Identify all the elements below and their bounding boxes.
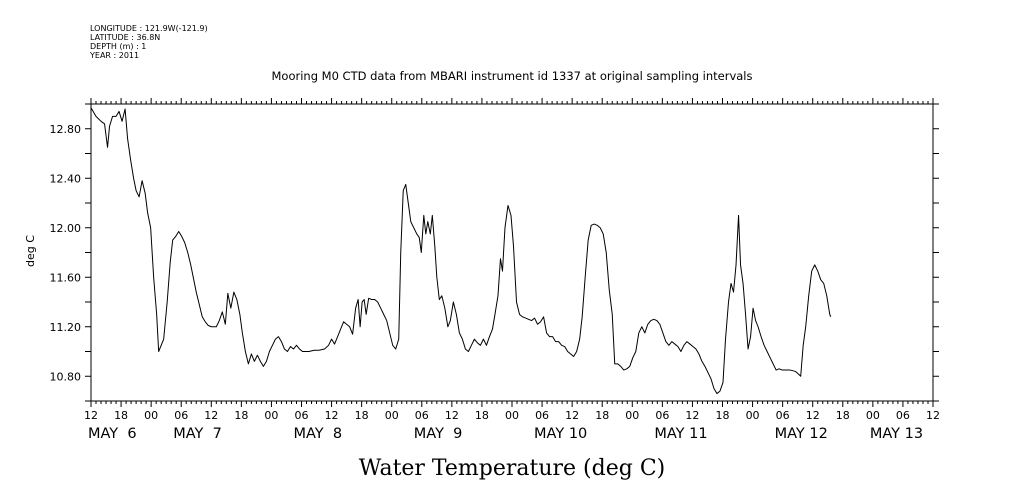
y-tick-label: 10.80: [50, 370, 82, 383]
y-tick-label: 11.20: [50, 321, 82, 334]
x-hour-label: 00: [505, 409, 519, 422]
x-hour-label: 00: [625, 409, 639, 422]
x-hour-label: 12: [565, 409, 579, 422]
y-tick-label: 11.60: [50, 271, 82, 284]
x-hour-label: 18: [836, 409, 850, 422]
x-hour-label: 12: [445, 409, 459, 422]
meta-depth: DEPTH (m) : 1: [90, 42, 146, 51]
x-ticks: 12 18 00 06 12 18 00 06 12 18 00 06 12 18 00 06 12 18 00 06…: [84, 98, 940, 442]
x-hour-label: 18: [716, 409, 730, 422]
x-date-label: MAY 12: [775, 426, 828, 442]
y-tick-label: 12.00: [50, 222, 82, 235]
x-date-label: MAY 7: [173, 426, 222, 442]
x-date-label: MAY 11: [654, 426, 707, 442]
x-date-label: MAY 10: [534, 426, 587, 442]
meta-year: YEAR : 2011: [89, 51, 139, 60]
x-hour-label: 00: [144, 409, 158, 422]
x-hour-label: 06: [655, 409, 669, 422]
y-tick-label: 12.80: [50, 123, 82, 136]
x-date-label: MAY 6: [88, 426, 137, 442]
x-hour-label: 18: [475, 409, 489, 422]
x-hour-label: 18: [234, 409, 248, 422]
x-axis-label: Water Temperature (deg C): [359, 456, 666, 481]
x-hour-label: 06: [776, 409, 790, 422]
series-line-0: [90, 107, 832, 395]
x-hour-label: 06: [174, 409, 188, 422]
x-hour-label: 18: [595, 409, 609, 422]
x-hour-label: 06: [535, 409, 549, 422]
y-axis-label: deg C: [24, 235, 37, 267]
plot-frame: [90, 103, 934, 402]
x-hour-label: 06: [896, 409, 910, 422]
x-hour-label: 00: [746, 409, 760, 422]
x-date-label: MAY 13: [870, 426, 923, 442]
x-hour-label: 06: [415, 409, 429, 422]
x-hour-label: 06: [295, 409, 309, 422]
x-hour-label: 12: [204, 409, 218, 422]
x-date-label: MAY 9: [414, 426, 463, 442]
meta-longitude: LONGITUDE : 121.9W(-121.9): [90, 24, 208, 33]
x-hour-label: 12: [806, 409, 820, 422]
x-hour-label: 18: [355, 409, 369, 422]
series-group: [90, 107, 832, 395]
x-hour-label: 00: [866, 409, 880, 422]
chart-title: Mooring M0 CTD data from MBARI instrumen…: [272, 69, 753, 83]
x-hour-label: 00: [385, 409, 399, 422]
x-date-label: MAY 8: [293, 426, 342, 442]
x-hour-label: 12: [926, 409, 940, 422]
y-tick-label: 12.40: [50, 172, 82, 185]
x-hour-label: 12: [325, 409, 339, 422]
metadata-block: LONGITUDE : 121.9W(-121.9) LATITUDE : 36…: [89, 24, 208, 60]
x-hour-label: 12: [84, 409, 98, 422]
meta-latitude: LATITUDE : 36.8N: [90, 33, 160, 42]
x-hour-label: 00: [264, 409, 278, 422]
y-ticks: 12.80 12.40 12.00 11.60 11.20 10.80: [50, 103, 939, 402]
x-hour-label: 12: [685, 409, 699, 422]
x-hour-label: 18: [114, 409, 128, 422]
